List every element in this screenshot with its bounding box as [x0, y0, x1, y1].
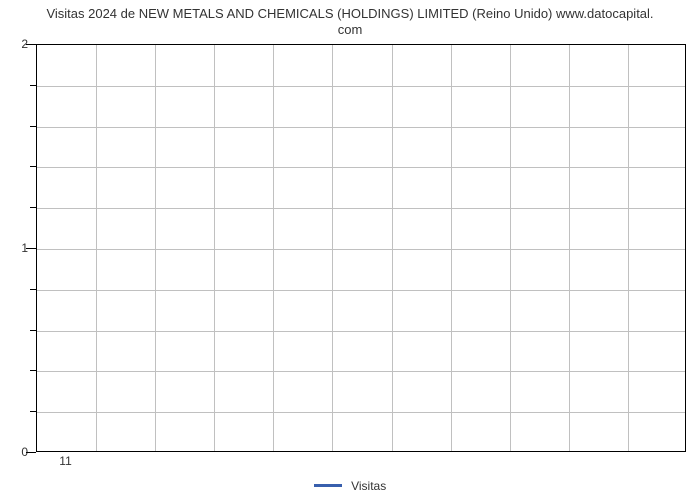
grid-v — [569, 45, 570, 451]
grid-h — [37, 86, 685, 87]
y-tick-mark — [26, 44, 36, 45]
grid-h — [37, 127, 685, 128]
grid-v — [392, 45, 393, 451]
grid-h — [37, 371, 685, 372]
grid-v — [510, 45, 511, 451]
legend-label: Visitas — [351, 479, 386, 493]
y-minor-tick-mark — [30, 411, 36, 412]
grid-v — [451, 45, 452, 451]
y-tick-label: 0 — [8, 445, 28, 459]
grid-h — [37, 331, 685, 332]
y-minor-tick-mark — [30, 370, 36, 371]
grid-v — [332, 45, 333, 451]
y-tick-label: 2 — [8, 37, 28, 51]
legend-swatch — [314, 484, 342, 487]
grid-v — [214, 45, 215, 451]
chart-container: Visitas 2024 de NEW METALS AND CHEMICALS… — [0, 0, 700, 500]
grid-h — [37, 249, 685, 250]
x-tick-label: 11 — [36, 454, 95, 468]
plot-area — [36, 44, 686, 452]
y-minor-tick-mark — [30, 126, 36, 127]
grid-h — [37, 167, 685, 168]
title-line: com — [338, 22, 363, 37]
legend: Visitas — [0, 478, 700, 493]
grid-v — [273, 45, 274, 451]
y-minor-tick-mark — [30, 166, 36, 167]
grid-h — [37, 412, 685, 413]
y-minor-tick-mark — [30, 207, 36, 208]
grid-v — [155, 45, 156, 451]
y-tick-mark — [26, 452, 36, 453]
grid-h — [37, 290, 685, 291]
y-tick-label: 1 — [8, 241, 28, 255]
title-line: Visitas 2024 de NEW METALS AND CHEMICALS… — [46, 6, 653, 21]
y-minor-tick-mark — [30, 330, 36, 331]
y-tick-mark — [26, 248, 36, 249]
grid-h — [37, 208, 685, 209]
chart-title: Visitas 2024 de NEW METALS AND CHEMICALS… — [0, 6, 700, 39]
y-minor-tick-mark — [30, 85, 36, 86]
grid-v — [96, 45, 97, 451]
grid-v — [628, 45, 629, 451]
y-minor-tick-mark — [30, 289, 36, 290]
